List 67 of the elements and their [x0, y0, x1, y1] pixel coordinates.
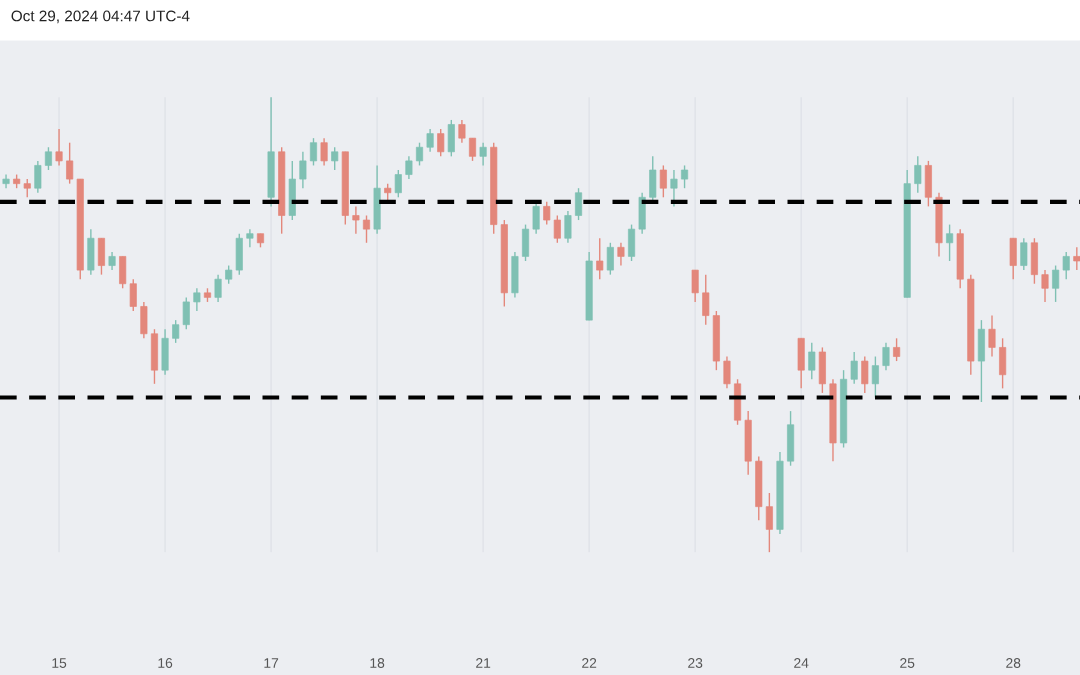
candlestick [681, 164, 689, 189]
candlestick [808, 342, 816, 380]
text: Oct 29, 2024 04:47 UTC-4 [11, 10, 190, 24]
candlestick [405, 155, 413, 180]
candlestick [702, 273, 710, 326]
candlestick [55, 128, 63, 167]
candlestick [543, 201, 551, 226]
candlestick [723, 355, 731, 390]
candlestick [214, 273, 222, 303]
candlestick [882, 342, 890, 371]
candlestick [564, 210, 572, 244]
x-tick-label: 23 [688, 658, 703, 668]
x-tick-label: 25 [900, 658, 915, 668]
x-tick-label: 17 [264, 658, 279, 668]
candlestick [479, 142, 487, 167]
candlestick [946, 223, 954, 262]
candlestick [596, 237, 604, 280]
candlestick [670, 169, 678, 208]
candlestick [331, 146, 339, 171]
candlestick [108, 251, 116, 271]
candlestick [850, 351, 858, 385]
candlestick [1020, 237, 1028, 271]
candlestick [437, 128, 445, 158]
candlestick [458, 119, 466, 144]
candlestick [182, 296, 190, 330]
candlestick [34, 160, 42, 194]
candlestick [1073, 246, 1080, 271]
candlestick [44, 146, 52, 171]
x-tick-label: 21 [476, 658, 491, 668]
candlestick [362, 214, 371, 244]
x-tick-label: 18 [370, 658, 385, 668]
x-tick-label: 24 [794, 658, 809, 668]
candlestick [575, 187, 583, 221]
candlestick [193, 287, 201, 312]
candlestick [617, 242, 625, 267]
candlestick [394, 169, 402, 198]
candlestick [553, 214, 561, 244]
candlestick [914, 155, 922, 194]
candlestick [861, 355, 869, 394]
candlestick [691, 269, 699, 303]
candlestick [172, 319, 180, 344]
candlestick [468, 137, 477, 162]
candlestick [988, 314, 996, 358]
candlestick [765, 492, 773, 553]
candlestick [1041, 269, 1049, 303]
candlestick [320, 137, 328, 167]
candlestick [299, 151, 307, 189]
x-tick-label: 28 [1006, 658, 1021, 668]
x-tick-label: 22 [582, 658, 597, 668]
candlestick [659, 164, 667, 198]
candlestick [246, 228, 254, 249]
candlestick [1062, 251, 1070, 280]
candlestick [66, 142, 74, 185]
candlestick [426, 128, 434, 153]
candlestick [23, 178, 31, 198]
candlestick [225, 264, 233, 285]
candlestick [415, 142, 424, 167]
x-tick-label: 16 [158, 658, 173, 668]
candlestick [309, 137, 318, 167]
candlestick [893, 337, 901, 362]
candlestick [606, 242, 614, 276]
candlestick [352, 205, 360, 235]
x-tick-label: 15 [52, 658, 67, 668]
candlestick [1052, 264, 1060, 303]
candlestick [532, 201, 540, 235]
candlestick [129, 278, 137, 312]
candlestick [384, 182, 392, 203]
